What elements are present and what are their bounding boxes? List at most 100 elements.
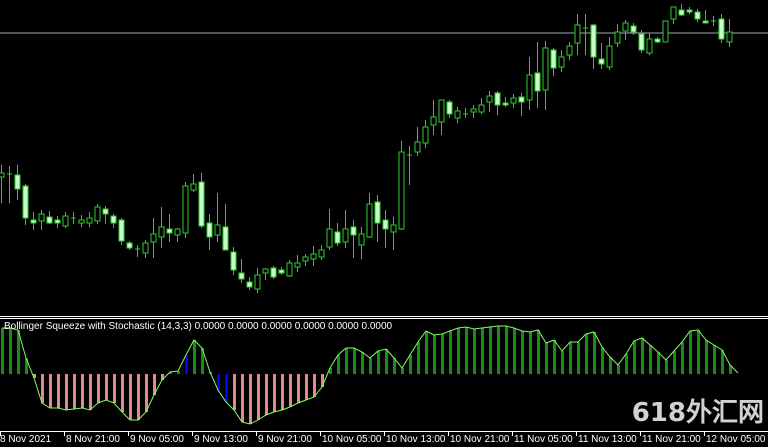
candle-bull	[86, 217, 93, 224]
candle-bear	[654, 38, 661, 43]
candle-bull	[614, 31, 621, 44]
candle-bull	[182, 185, 189, 234]
candle-bull	[366, 203, 373, 238]
histogram-bar	[417, 342, 420, 374]
histogram-bar	[153, 374, 156, 395]
candle-bull	[310, 253, 317, 260]
candle-bear	[518, 96, 525, 103]
histogram-bar	[409, 355, 412, 374]
histogram-bar	[529, 332, 532, 374]
histogram-bar	[377, 351, 380, 374]
candle-bear	[222, 226, 229, 251]
candle-bull	[142, 242, 149, 254]
candle-bear	[110, 215, 117, 224]
histogram-bar	[505, 326, 508, 374]
histogram-bar	[473, 329, 476, 374]
candle-bull	[478, 104, 485, 113]
candle-bear	[54, 219, 61, 224]
candle-bull	[526, 74, 533, 101]
histogram-bar	[545, 343, 548, 374]
candle-bull	[94, 206, 101, 222]
histogram-bar	[185, 355, 188, 374]
histogram-bar	[449, 331, 452, 374]
candle-bear	[238, 272, 245, 280]
histogram-bar	[345, 348, 348, 374]
histogram-bar	[257, 374, 260, 420]
histogram-bar	[625, 354, 628, 374]
histogram-bar	[233, 374, 236, 410]
time-label: 11 Nov 05:00	[514, 434, 573, 445]
histogram-bar	[721, 350, 724, 374]
histogram-bar	[641, 338, 644, 374]
histogram-bar	[609, 357, 612, 374]
histogram-bar	[9, 328, 12, 374]
histogram-bar	[81, 374, 84, 408]
candle-bear	[350, 226, 357, 236]
candle-bull	[606, 45, 613, 68]
histogram-bar	[577, 342, 580, 374]
histogram-bar	[177, 371, 180, 374]
candle-bear	[334, 231, 341, 244]
candle-bull	[662, 20, 669, 43]
histogram-bar	[217, 374, 220, 390]
histogram-bar	[561, 351, 564, 374]
indicator-title: Bollinger Squeeze with Stochastic (14,3,…	[4, 321, 393, 332]
histogram-bar	[193, 340, 196, 374]
histogram-bar	[729, 365, 732, 374]
candle-bear	[30, 219, 37, 224]
candle-bull	[358, 233, 365, 246]
histogram-bar	[329, 368, 332, 374]
candle-bull	[38, 213, 45, 222]
histogram-bar	[337, 355, 340, 374]
histogram-bar	[513, 328, 516, 374]
histogram-bar	[105, 374, 108, 400]
histogram-bar	[385, 349, 388, 374]
candle-bear	[198, 181, 205, 227]
histogram-bar	[697, 330, 700, 374]
candle-bull	[574, 24, 581, 44]
histogram-bar	[465, 327, 468, 374]
histogram-bar	[593, 332, 596, 374]
histogram-bar	[433, 335, 436, 374]
candle-bear	[494, 92, 501, 106]
candle-bull	[566, 45, 573, 56]
time-label: 10 Nov 21:00	[450, 434, 510, 445]
histogram-bar	[281, 374, 284, 410]
time-label: 8 Nov 2021	[0, 434, 52, 445]
histogram-bar	[241, 374, 244, 422]
candle-bear	[686, 9, 693, 13]
candle-bear	[374, 201, 381, 224]
histogram-bar	[57, 374, 60, 408]
candle-bear	[246, 281, 253, 288]
time-label: 11 Nov 13:00	[578, 434, 637, 445]
candle-bull	[214, 224, 221, 236]
time-label: 9 Nov 05:00	[130, 434, 184, 445]
candle-bull	[622, 22, 629, 32]
histogram-bar	[297, 374, 300, 403]
candle-bull	[190, 183, 197, 191]
histogram-bar	[481, 328, 484, 374]
candle-bear	[630, 25, 637, 33]
histogram-bar	[137, 374, 140, 420]
histogram-bar	[489, 327, 492, 374]
histogram-bar	[497, 326, 500, 374]
candle-bear	[694, 11, 701, 20]
histogram-bar	[401, 368, 404, 374]
histogram-bar	[17, 330, 20, 374]
histogram-bar	[169, 372, 172, 374]
time-label: 10 Nov 13:00	[386, 434, 446, 445]
time-label: 11 Nov 21:00	[642, 434, 701, 445]
histogram-bar	[425, 331, 428, 374]
candle-bull	[646, 38, 653, 54]
watermark-logo: 618外汇网	[631, 398, 764, 428]
histogram-bar	[569, 342, 572, 374]
candle-bull	[342, 228, 349, 243]
histogram-bar	[289, 374, 292, 407]
histogram-bar	[225, 374, 228, 402]
time-label: 10 Nov 05:00	[322, 434, 382, 445]
candle-bull	[262, 268, 269, 274]
histogram-bar	[121, 374, 124, 412]
histogram-bar	[521, 331, 524, 374]
